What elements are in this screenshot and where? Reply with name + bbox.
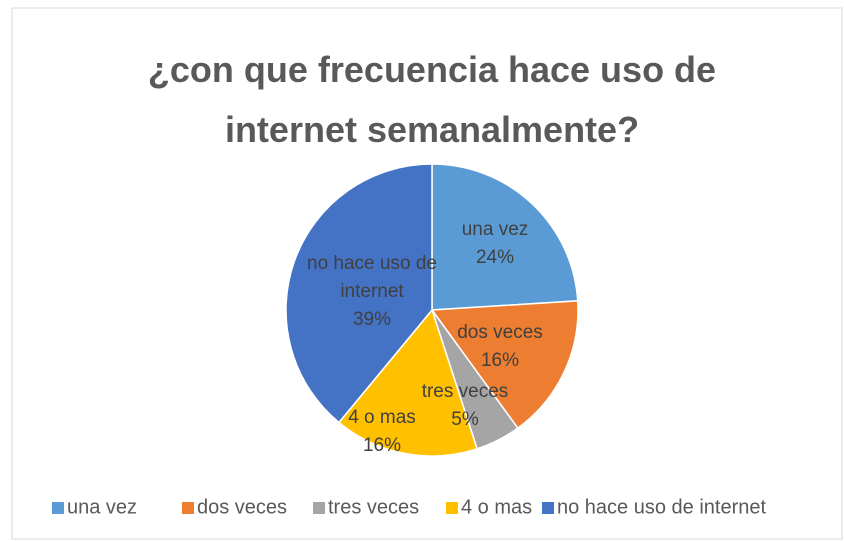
title-box: ¿con que frecuencia hace uso de internet… [147,49,717,150]
pie-slice [430,300,579,430]
legend-label: tres veces [328,496,419,518]
data-label-box: una vez 24% [430,184,560,304]
data-label: tres veces 5% [400,346,530,466]
legend-label: 4 o mas [461,496,532,518]
data-label-category: 4 o mas [348,407,416,428]
legend-swatch [313,502,325,514]
pie-slice [285,163,433,424]
data-label-value: 5% [451,409,479,430]
data-label-box: dos veces 16% [435,287,565,407]
data-label-value: 16% [480,350,520,371]
legend-label: no hace uso de internet [557,496,766,518]
legend-swatch [446,502,458,514]
data-label-category: tres veces [421,381,509,402]
pie-slice [431,163,579,311]
data-label-category: no hace uso de internet [307,253,437,302]
data-label-box: tres veces 5% [400,346,530,466]
legend-swatch [52,502,64,514]
data-label: una vez 24% [430,184,560,304]
data-label-box: no hace uso de internet 39% [287,232,457,352]
data-label-box: 4 o mas 16% [317,372,447,492]
pie-slice [337,308,479,457]
data-label-value: 39% [352,309,392,330]
data-label-value: 16% [362,435,402,456]
data-label: no hace uso de internet 39% [287,232,457,352]
data-label-category: una vez [461,219,529,240]
legend-swatch [182,502,194,514]
data-label-value: 24% [475,247,515,268]
legend-label: una vez [67,496,137,518]
chart-title: ¿con que frecuencia hace uso de internet… [147,49,717,150]
data-label: 4 o mas 16% [317,372,447,492]
legend-swatch [542,502,554,514]
data-label-category: dos veces [457,322,543,343]
legend-label: dos veces [197,496,287,518]
data-label: dos veces 16% [435,287,565,407]
